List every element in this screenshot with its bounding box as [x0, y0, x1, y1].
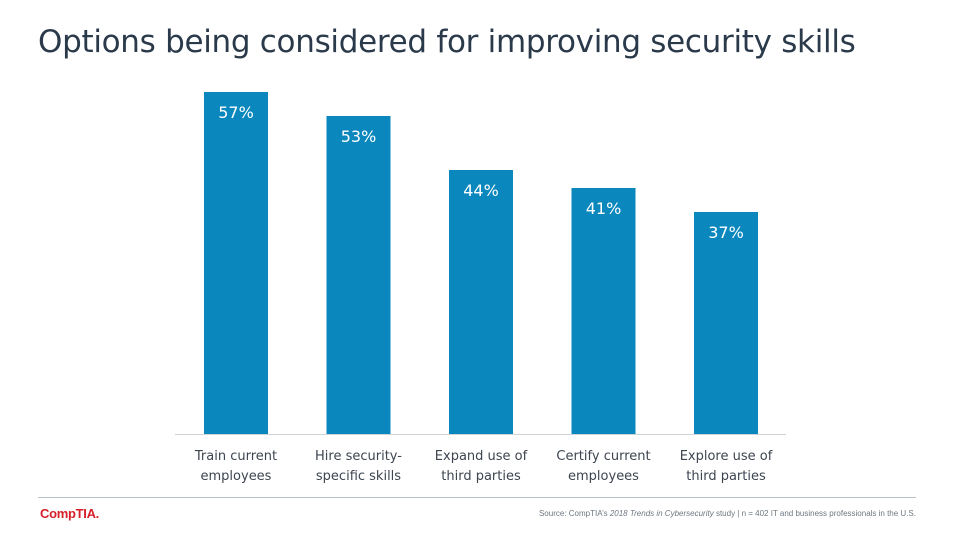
source-suffix: study | n = 402 IT and business professi… — [713, 509, 916, 518]
bar — [571, 188, 636, 434]
bar-value-label: 57% — [218, 103, 254, 122]
comptia-logo: CompTIA. — [40, 506, 99, 521]
chart-title: Options being considered for improving s… — [38, 24, 856, 60]
category-label: Hire security- — [315, 449, 402, 464]
bar — [449, 170, 513, 434]
bar-value-label: 41% — [586, 199, 622, 218]
bar-value-label: 53% — [341, 127, 377, 146]
category-label: employees — [201, 469, 272, 484]
source-study-title: 2018 Trends in Cybersecurity — [609, 509, 714, 518]
bar — [204, 92, 268, 434]
bar — [694, 212, 758, 434]
category-label: specific skills — [316, 469, 401, 484]
bar-value-label: 37% — [708, 223, 744, 242]
category-label: Train current — [194, 449, 277, 464]
category-label: Explore use of — [680, 449, 773, 464]
category-label: third parties — [686, 469, 766, 484]
bar-value-label: 44% — [463, 181, 499, 200]
category-label: Certify current — [556, 449, 650, 464]
category-label: third parties — [441, 469, 521, 484]
category-label: employees — [568, 469, 639, 484]
source-prefix: Source: CompTIA’s — [538, 509, 610, 518]
bar — [326, 116, 391, 434]
footer-divider — [38, 497, 916, 498]
category-label: Expand use of — [435, 449, 528, 464]
source-note: Source: CompTIA’s 2018 Trends in Cyberse… — [539, 509, 916, 518]
